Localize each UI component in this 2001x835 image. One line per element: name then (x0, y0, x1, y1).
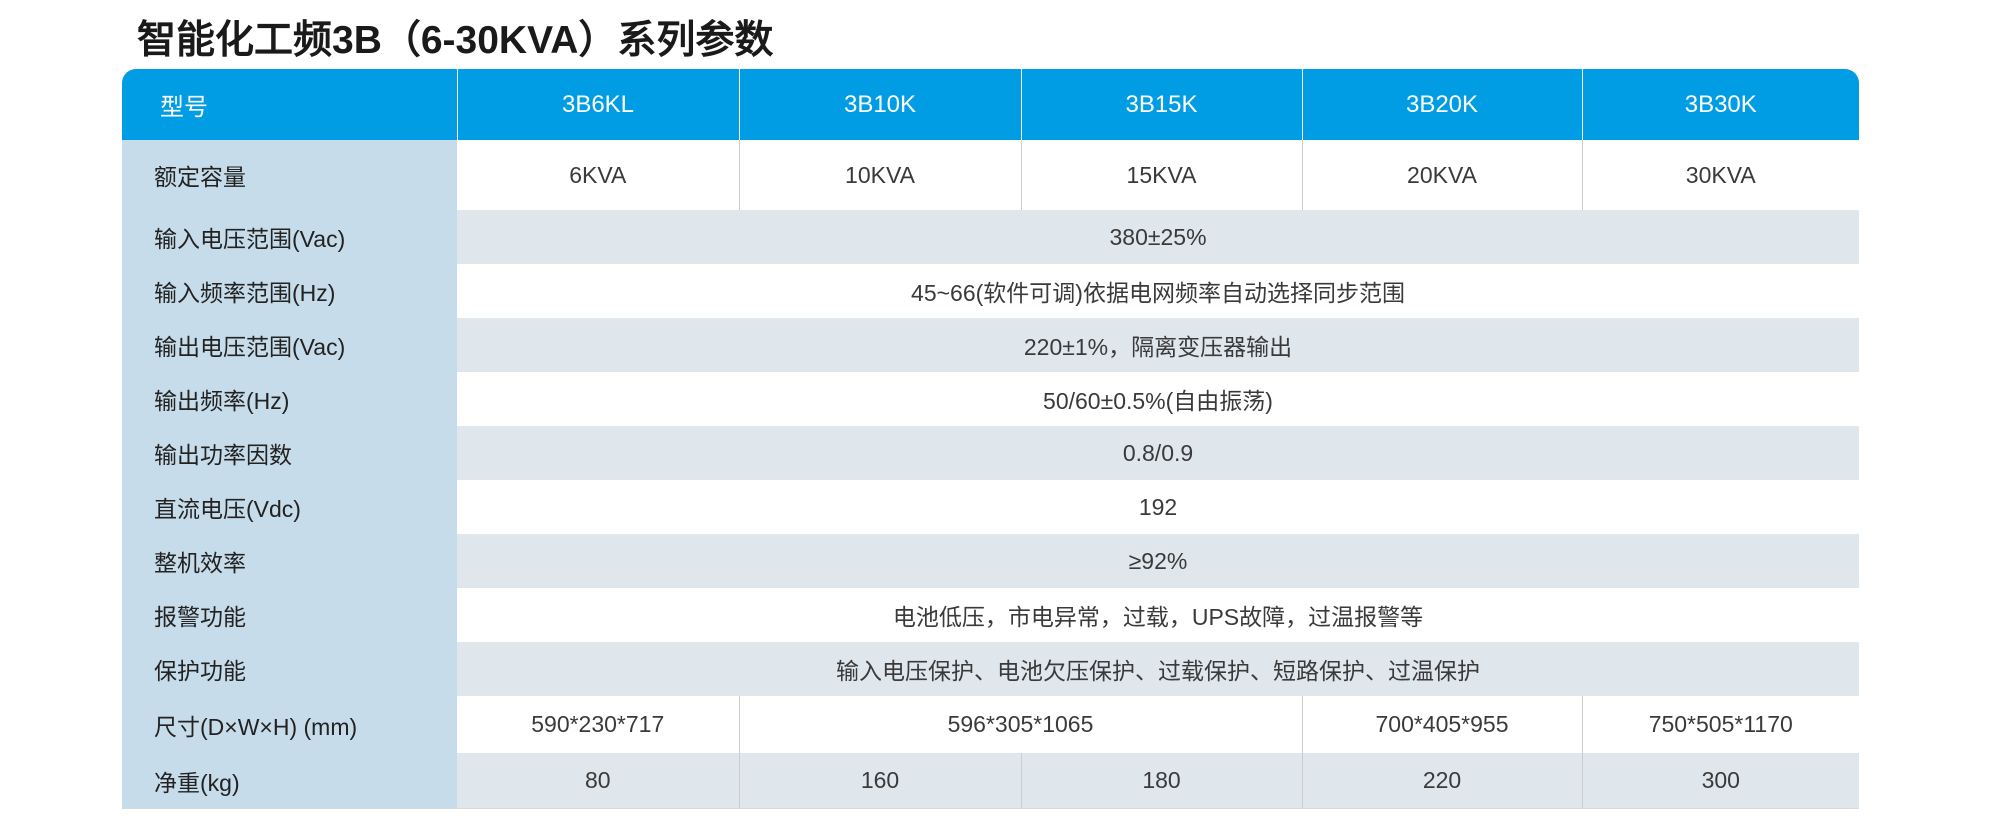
table-row: 报警功能 电池低压，市电异常，过载，UPS故障，过温报警等 (122, 588, 1859, 642)
row-label: 输出频率(Hz) (122, 372, 457, 426)
table-row: 输入频率范围(Hz) 45~66(软件可调)依据电网频率自动选择同步范围 (122, 264, 1859, 318)
table-cell: 电池低压，市电异常，过载，UPS故障，过温报警等 (457, 588, 1859, 642)
table-cell: 160 (738, 753, 1021, 809)
table-cell: 输入电压保护、电池欠压保护、过载保护、短路保护、过温保护 (457, 642, 1859, 696)
table-cell: 300 (1581, 753, 1859, 809)
table-row: 净重(kg) 80 160 180 220 300 (122, 753, 1859, 809)
row-label: 直流电压(Vdc) (122, 480, 457, 534)
page-title: 智能化工频3B（6-30KVA）系列参数 (137, 19, 774, 62)
table-cell: 700*405*955 (1301, 696, 1582, 753)
table-cell: 10KVA (738, 140, 1021, 210)
table-row: 额定容量 6KVA 10KVA 15KVA 20KVA 30KVA (122, 140, 1859, 210)
table-cell: 220±1%，隔离变压器输出 (457, 318, 1859, 372)
row-label: 尺寸(D×W×H) (mm) (122, 696, 457, 753)
table-cell: 596*305*1065 (738, 696, 1302, 753)
table-cell: 20KVA (1301, 140, 1582, 210)
row-label: 整机效率 (122, 534, 457, 588)
table-row: 输出功率因数 0.8/0.9 (122, 426, 1859, 480)
table-row: 直流电压(Vdc) 192 (122, 480, 1859, 534)
table-cell: 0.8/0.9 (457, 426, 1859, 480)
row-label: 输出功率因数 (122, 426, 457, 480)
row-label: 保护功能 (122, 642, 457, 696)
header-model: 3B30K (1581, 69, 1859, 140)
row-label: 净重(kg) (122, 753, 457, 809)
table-cell: 30KVA (1581, 140, 1859, 210)
header-model: 3B10K (738, 69, 1021, 140)
header-model: 3B20K (1301, 69, 1582, 140)
row-label: 输入频率范围(Hz) (122, 264, 457, 318)
spec-table: 型号 3B6KL 3B10K 3B15K 3B20K 3B30K 额定容量 6K… (122, 69, 1859, 809)
table-row: 保护功能 输入电压保护、电池欠压保护、过载保护、短路保护、过温保护 (122, 642, 1859, 696)
header-model: 3B6KL (456, 69, 739, 140)
table-cell: 380±25% (457, 210, 1859, 264)
table-row: 输入电压范围(Vac) 380±25% (122, 210, 1859, 264)
table-cell: 45~66(软件可调)依据电网频率自动选择同步范围 (457, 264, 1859, 318)
header-model: 3B15K (1020, 69, 1302, 140)
table-cell: 15KVA (1020, 140, 1302, 210)
table-cell: 80 (457, 753, 739, 809)
table-cell: 220 (1301, 753, 1582, 809)
table-row: 输出频率(Hz) 50/60±0.5%(自由振荡) (122, 372, 1859, 426)
table-cell: 590*230*717 (457, 696, 739, 753)
table-row: 整机效率 ≥92% (122, 534, 1859, 588)
table-cell: 6KVA (457, 140, 739, 210)
table-row: 尺寸(D×W×H) (mm) 590*230*717 596*305*1065 … (122, 696, 1859, 753)
table-header-row: 型号 3B6KL 3B10K 3B15K 3B20K 3B30K (122, 69, 1859, 140)
row-label: 额定容量 (122, 140, 457, 210)
table-cell: 192 (457, 480, 1859, 534)
table-cell: 50/60±0.5%(自由振荡) (457, 372, 1859, 426)
row-label: 输入电压范围(Vac) (122, 210, 457, 264)
table-cell: 750*505*1170 (1581, 696, 1859, 753)
table-row: 输出电压范围(Vac) 220±1%，隔离变压器输出 (122, 318, 1859, 372)
row-label: 输出电压范围(Vac) (122, 318, 457, 372)
table-cell: 180 (1020, 753, 1302, 809)
header-label: 型号 (122, 69, 457, 140)
table-cell: ≥92% (457, 534, 1859, 588)
row-label: 报警功能 (122, 588, 457, 642)
